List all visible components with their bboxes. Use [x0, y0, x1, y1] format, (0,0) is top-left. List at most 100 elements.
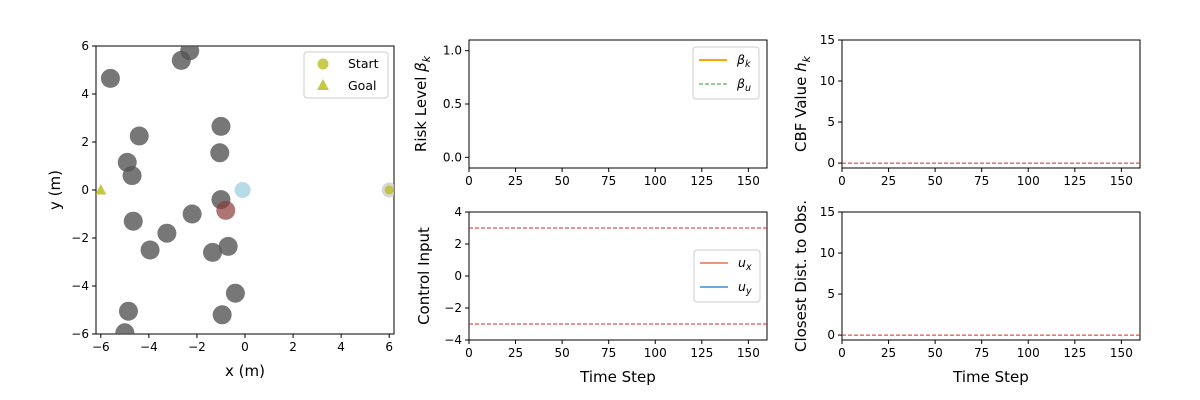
obstacle [212, 305, 232, 325]
map-plot-area [96, 46, 394, 334]
legend-goal-label: Goal [348, 78, 376, 93]
y-axis-label-symbol: β [412, 62, 430, 73]
legend-label: βk [736, 52, 751, 70]
obstacle [157, 223, 177, 243]
cbf-xtick-label: 0 [838, 174, 846, 188]
y-axis-label-text: CBF Value [792, 72, 810, 152]
risk-xtick-label: 0 [465, 174, 473, 188]
obstacle [122, 166, 142, 186]
x-axis-label: Time Step [952, 368, 1029, 386]
legend-label: βu [736, 76, 751, 94]
risk-xtick-label: 125 [690, 174, 713, 188]
map-ytick-label: 0 [81, 183, 89, 197]
map-ytick-label: −6 [71, 327, 89, 341]
dist-xtick-label: 0 [838, 346, 846, 360]
map-legend: Start Goal [303, 51, 389, 99]
cbf-xtick-label: 25 [881, 174, 896, 188]
obstacle [203, 242, 223, 262]
y-axis-label-text: Risk Level [412, 72, 430, 152]
cbf-xtick-label: 50 [927, 174, 942, 188]
obstacle [140, 240, 160, 260]
dist-xtick-label: 150 [1110, 346, 1133, 360]
risk-xtick-label: 25 [508, 174, 523, 188]
cbf-xtick-label: 100 [1017, 174, 1040, 188]
start-marker [384, 185, 394, 195]
dist-frame [841, 211, 1141, 341]
obstacle [225, 283, 245, 303]
risk-ytick-label: 1.0 [443, 44, 462, 58]
risk-xtick-label: 150 [737, 174, 760, 188]
map-ytick-label: 4 [81, 87, 89, 101]
risk-xtick-label: 50 [554, 174, 569, 188]
dist-ytick-label: 10 [820, 246, 835, 260]
obstacle [182, 204, 202, 224]
y-axis-label: y (m) [46, 170, 64, 210]
y-axis-label: Closest Dist. to Obs. [792, 200, 810, 352]
cbf-xtick-label: 150 [1110, 174, 1133, 188]
map-ytick-label: 2 [81, 135, 89, 149]
cbf-frame [841, 39, 1141, 169]
cbf-xtick-label: 125 [1063, 174, 1086, 188]
risk-legend: βk βu [692, 46, 760, 100]
y-axis-label-subscript: k [800, 55, 813, 62]
dist-ytick-label: 0 [827, 328, 835, 342]
obstacle [211, 116, 231, 136]
dist-xtick-label: 75 [974, 346, 989, 360]
goal-marker [96, 184, 107, 195]
map-xtick-label: −6 [92, 340, 110, 354]
legend-start-label: Start [348, 56, 379, 71]
legend-start-marker [317, 58, 329, 70]
map-xtick-label: 0 [241, 340, 249, 354]
control-xtick-label: 25 [508, 346, 523, 360]
cbf-ytick-label: 15 [820, 33, 835, 47]
map-xtick-label: 6 [385, 340, 393, 354]
obstacle [123, 211, 143, 231]
obstacle [210, 143, 230, 163]
map-xtick-label: −4 [140, 340, 158, 354]
dist-xtick-label: 50 [927, 346, 942, 360]
cbf-ytick-label: 10 [820, 74, 835, 88]
y-axis-label: Risk Level βk [412, 55, 433, 152]
dist-ytick-label: 5 [827, 287, 835, 301]
control-xtick-label: 75 [601, 346, 616, 360]
cbf-xtick-label: 75 [974, 174, 989, 188]
control-legend: ux uy [693, 249, 761, 303]
legend-label: uy [738, 279, 752, 297]
moving-obstacle [216, 200, 236, 220]
dist-xtick-label: 100 [1017, 346, 1040, 360]
map-xtick-label: 2 [289, 340, 297, 354]
obstacle [129, 126, 149, 146]
control-ytick-label: 2 [454, 237, 462, 251]
dist-axes: 0 25 50 75 100 125 150 0 5 10 15 [820, 205, 1141, 360]
obstacle [218, 236, 238, 256]
dist-xtick-label: 25 [881, 346, 896, 360]
control-ytick-label: −4 [444, 333, 462, 347]
control-ytick-label: 4 [454, 205, 462, 219]
legend-goal-marker [317, 79, 329, 90]
obstacle [100, 68, 120, 88]
x-axis-label: x (m) [225, 362, 265, 380]
dist-xtick-label: 125 [1063, 346, 1086, 360]
map-xtick-label: 4 [337, 340, 345, 354]
dist-ytick-label: 15 [820, 205, 835, 219]
control-xtick-label: 150 [737, 346, 760, 360]
obstacle [171, 50, 191, 70]
risk-ytick-label: 0.0 [443, 150, 462, 164]
y-axis-label: CBF Value hk [792, 55, 813, 152]
control-xtick-label: 125 [690, 346, 713, 360]
legend-label: ux [738, 255, 752, 273]
cbf-ytick-label: 5 [827, 115, 835, 129]
obstacle [115, 323, 135, 334]
risk-xtick-label: 100 [644, 174, 667, 188]
cbf-ytick-label: 0 [827, 156, 835, 170]
y-axis-label-symbol: h [792, 62, 810, 72]
map-xtick-label: −2 [188, 340, 206, 354]
map-ytick-label: −2 [71, 231, 89, 245]
control-xtick-label: 100 [644, 346, 667, 360]
control-ytick-label: 0 [454, 269, 462, 283]
cbf-axes: 0 25 50 75 100 125 150 0 5 10 15 [820, 33, 1141, 188]
map-ytick-label: 6 [81, 39, 89, 53]
control-ytick-label: −2 [444, 301, 462, 315]
obstacle [118, 301, 138, 321]
